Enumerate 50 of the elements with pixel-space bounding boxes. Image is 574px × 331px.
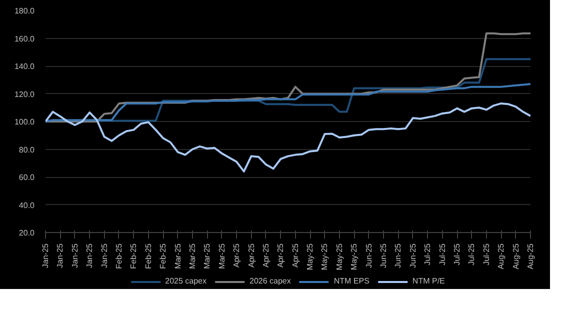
x-tick-label: May-25 <box>320 242 330 270</box>
x-tick-label: Jan-25 <box>70 242 80 268</box>
x-tick-label: Jul-25 <box>438 242 447 266</box>
y-tick-label: 180.0 <box>14 6 36 16</box>
y-tick-label: 20.0 <box>18 228 36 238</box>
x-tick-label: Feb-25 <box>158 242 168 269</box>
line-series <box>46 32 530 122</box>
x-tick-label: Apr-25 <box>232 242 242 268</box>
x-tick-label: Apr-25 <box>246 242 256 268</box>
x-tick-label: Jul-25 <box>482 242 491 266</box>
y-tick-label: 140.0 <box>14 62 36 71</box>
y-tick-label: 100.0 <box>14 118 36 126</box>
x-tick-label: Apr-25 <box>261 242 270 268</box>
x-tick-label: Jun-25 <box>394 242 403 268</box>
y-tick-label: 80.0 <box>18 145 36 154</box>
x-tick-label: Jan-25 <box>56 242 65 268</box>
x-tick-label: Feb-25 <box>144 242 153 269</box>
x-tick-label: Jan-25 <box>85 242 94 268</box>
x-tick-label: Jun-25 <box>408 242 418 268</box>
x-tick-label: May-25 <box>334 242 344 270</box>
x-tick-label: Jun-25 <box>364 242 374 268</box>
y-tick-label: 60.0 <box>18 173 36 182</box>
x-tick-label: Aug-25 <box>496 242 506 270</box>
x-tick-label: Jul-25 <box>467 242 476 266</box>
x-tick-label: Jun-25 <box>379 242 388 268</box>
x-tick-label: Jul-25 <box>423 242 432 266</box>
x-tick-label: Aug-25 <box>526 242 535 270</box>
x-tick-label: Aug-25 <box>511 242 520 270</box>
y-tick-label: 160.0 <box>14 34 36 44</box>
line-series <box>46 102 530 172</box>
y-tick-label: 40.0 <box>18 200 36 210</box>
x-tick-label: Feb-25 <box>129 242 138 269</box>
x-tick-label: Jul-25 <box>452 242 462 266</box>
x-tick-label: Jan-25 <box>41 242 50 268</box>
x-tick-label: Mar-25 <box>188 242 197 269</box>
x-tick-label: Jan-25 <box>100 242 109 268</box>
x-tick-label: May-25 <box>306 242 315 270</box>
legend-label: 2026 capex <box>249 276 291 286</box>
legend-label: 2025 capex <box>165 276 206 286</box>
line-series <box>46 83 530 122</box>
x-tick-label: Feb-25 <box>114 242 124 269</box>
x-tick-label: Apr-25 <box>276 242 286 268</box>
x-tick-label: Mar-25 <box>173 242 182 269</box>
legend-label: NTM P/E <box>412 276 445 286</box>
x-tick-label: Apr-25 <box>290 242 300 268</box>
x-tick-label: Mar-25 <box>202 242 212 269</box>
y-tick-label: 120.0 <box>14 90 36 99</box>
x-tick-label: May-25 <box>350 242 359 270</box>
legend-label: NTM EPS <box>334 276 370 286</box>
x-tick-label: Mar-25 <box>217 242 226 269</box>
